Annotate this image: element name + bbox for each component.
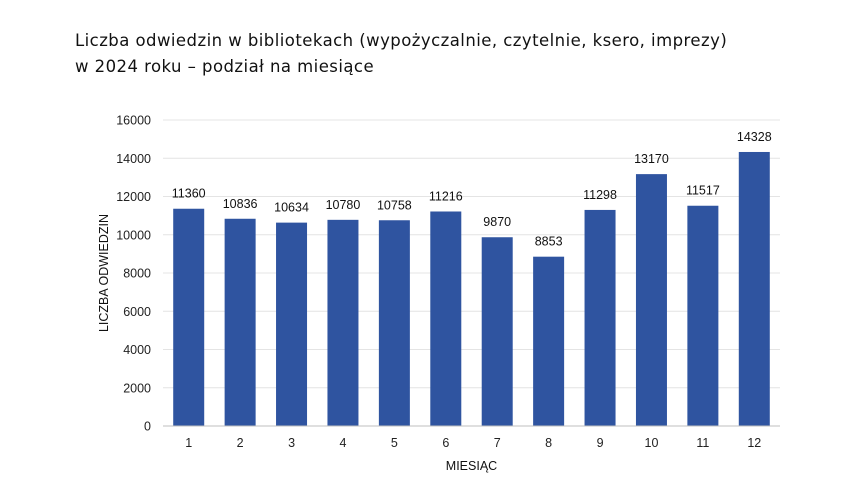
- x-tick-label: 8: [545, 436, 552, 450]
- data-label: 11517: [686, 184, 720, 198]
- bar: [738, 151, 770, 427]
- bar: [327, 219, 359, 426]
- bar: [173, 208, 205, 426]
- bar: [276, 222, 308, 426]
- gridlines: [163, 119, 780, 389]
- bar: [378, 220, 410, 426]
- bar: [687, 205, 719, 426]
- y-tick-label: 10000: [116, 228, 151, 242]
- y-tick-label: 12000: [116, 190, 151, 204]
- bar: [481, 237, 513, 426]
- chart-title-line-2: w 2024 roku – podział na miesiące: [75, 57, 375, 76]
- data-label: 8853: [535, 235, 563, 249]
- y-tick-label: 14000: [116, 152, 151, 166]
- data-label: 13170: [634, 152, 669, 166]
- chart-title: Liczba odwiedzin w bibliotekach (wypożyc…: [75, 28, 727, 80]
- data-label: 14328: [737, 130, 772, 144]
- y-axis-ticks: 0 2000 4000 6000 8000 10000 12000 14000 16000: [116, 114, 151, 434]
- y-tick-label: 16000: [116, 114, 151, 128]
- x-tick-label: 12: [747, 436, 761, 450]
- y-tick-label: 6000: [123, 305, 151, 319]
- y-axis-title: LICZBA ODWIEDZIN: [97, 214, 111, 332]
- x-tick-label: 3: [288, 436, 295, 450]
- x-tick-label: 2: [237, 436, 244, 450]
- bar: [635, 174, 667, 426]
- x-tick-label: 4: [339, 436, 346, 450]
- x-tick-label: 1: [185, 436, 192, 450]
- y-tick-label: 4000: [123, 343, 151, 357]
- x-axis-ticks: 1 2 3 4 5 6 7 8 9 10 11 12: [185, 436, 761, 450]
- y-tick-label: 0: [144, 420, 151, 434]
- x-tick-label: 5: [391, 436, 398, 450]
- x-tick-label: 6: [442, 436, 449, 450]
- data-label: 11298: [583, 188, 617, 202]
- x-tick-label: 10: [645, 436, 659, 450]
- data-label: 10780: [326, 198, 361, 212]
- data-label: 10836: [223, 197, 258, 211]
- x-tick-label: 9: [597, 436, 604, 450]
- x-tick-label: 7: [494, 436, 501, 450]
- y-tick-label: 2000: [123, 381, 151, 395]
- chart-title-line-1: Liczba odwiedzin w bibliotekach (wypożyc…: [75, 31, 728, 50]
- data-label: 11216: [429, 189, 463, 203]
- data-label: 10634: [274, 201, 309, 215]
- data-labels: 11360 10836 10634 10780 10758 11216 9870 8853 11…: [172, 130, 772, 249]
- bar: [224, 218, 256, 426]
- bars: [173, 151, 770, 427]
- bar: [533, 256, 565, 426]
- bar: [584, 209, 616, 426]
- data-label: 9870: [483, 215, 511, 229]
- x-axis-title: MIESIĄC: [446, 459, 497, 473]
- data-label: 10758: [377, 198, 412, 212]
- y-tick-label: 8000: [123, 267, 151, 281]
- bar: [430, 211, 462, 426]
- data-label: 11360: [172, 187, 206, 201]
- x-tick-label: 11: [696, 436, 709, 450]
